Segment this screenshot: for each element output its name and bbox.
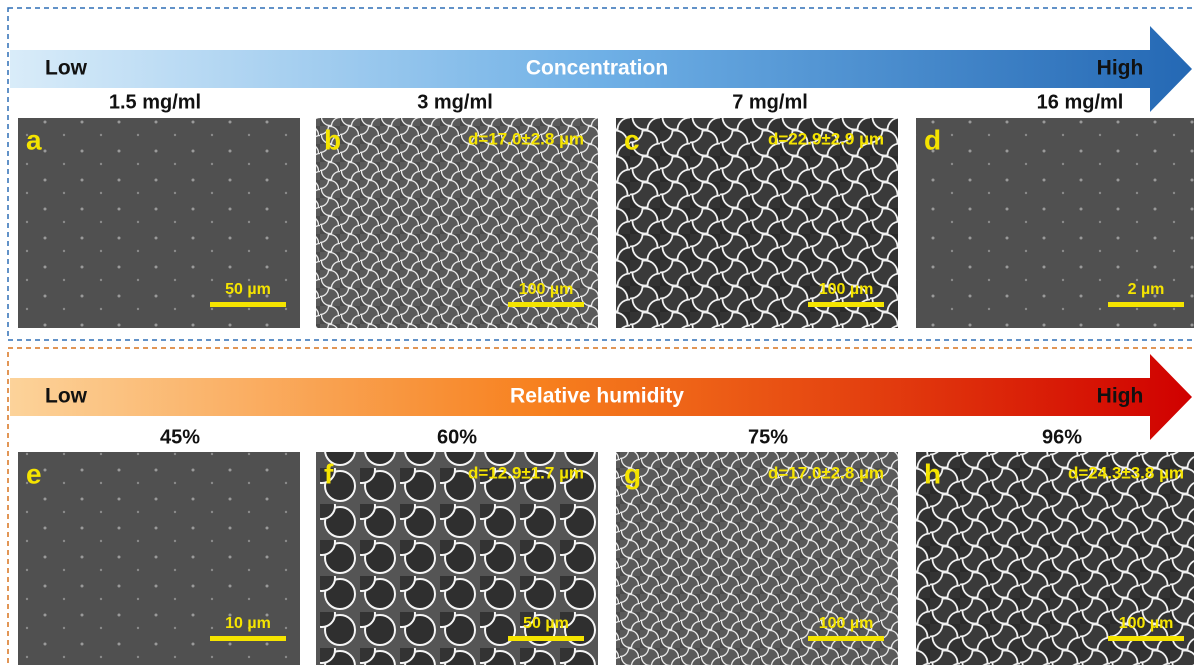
sem-image — [18, 452, 300, 665]
arrow-title: Relative humidity — [510, 385, 684, 408]
scale-bar — [508, 302, 584, 307]
scale-bar-label: 100 µm — [819, 615, 874, 632]
condition-label: 96% — [1042, 426, 1082, 448]
scale-bar — [808, 302, 884, 307]
scale-bar — [210, 302, 286, 307]
condition-label: 16 mg/ml — [1037, 91, 1124, 113]
arrow-low: Low — [45, 57, 88, 80]
scale-bar-label: 100 µm — [519, 281, 574, 298]
panel-letter: a — [26, 124, 42, 155]
scale-bar-label: 10 µm — [225, 615, 271, 632]
panel-letter: d — [924, 124, 941, 155]
panel-letter: h — [924, 458, 941, 489]
scale-bar — [210, 636, 286, 641]
diameter-label: d=17.0±2.8 µm — [468, 129, 584, 148]
scale-bar-label: 100 µm — [1119, 615, 1174, 632]
diameter-label: d=12.9±1.7 µm — [468, 463, 584, 482]
arrow-low: Low — [45, 385, 88, 408]
sem-image — [616, 452, 898, 665]
arrow-high: High — [1097, 57, 1144, 80]
arrow-title: Concentration — [526, 57, 668, 80]
scale-bar — [1108, 302, 1184, 307]
condition-label: 60% — [437, 426, 477, 448]
scale-bar — [1108, 636, 1184, 641]
scale-bar-label: 2 µm — [1128, 281, 1165, 298]
condition-label: 75% — [748, 426, 788, 448]
arrow-high: High — [1097, 385, 1144, 408]
panel-letter: g — [624, 458, 641, 489]
panel-letter: b — [324, 124, 341, 155]
scale-bar-label: 50 µm — [523, 615, 569, 632]
condition-label: 3 mg/ml — [417, 91, 493, 113]
content: Low Concentration High 1.5 mg/ml a 50 µm 3 mg/… — [10, 26, 1194, 665]
diameter-label: d=24.3±3.8 µm — [1068, 463, 1184, 482]
diameter-label: d=22.9±2.9 µm — [768, 129, 884, 148]
scale-bar — [808, 636, 884, 641]
scale-bar — [508, 636, 584, 641]
sem-image — [316, 452, 598, 665]
panel-letter: f — [324, 458, 334, 489]
sem-image — [916, 452, 1194, 665]
page: Low Concentration High 1.5 mg/ml a 50 µm 3 mg/… — [0, 0, 1194, 665]
scale-bar-label: 100 µm — [819, 281, 874, 298]
figure: Low Concentration High 1.5 mg/ml a 50 µm 3 mg/… — [0, 0, 1194, 665]
panel-letter: e — [26, 458, 42, 489]
condition-label: 1.5 mg/ml — [109, 91, 201, 113]
scale-bar-label: 50 µm — [225, 281, 271, 298]
diameter-label: d=17.0±2.8 µm — [768, 463, 884, 482]
panel-letter: c — [624, 124, 640, 155]
condition-label: 45% — [160, 426, 200, 448]
condition-label: 7 mg/ml — [732, 91, 808, 113]
